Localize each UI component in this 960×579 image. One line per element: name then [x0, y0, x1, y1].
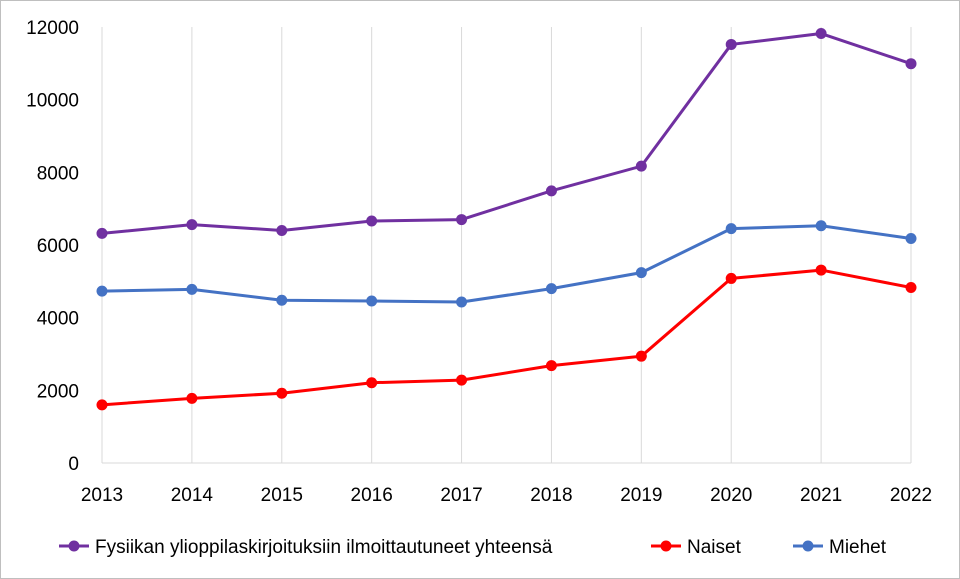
data-point — [456, 374, 468, 386]
data-point — [186, 219, 198, 231]
legend-label: Fysiikan ylioppilaskirjoituksiin ilmoitt… — [95, 537, 553, 558]
series-lines — [96, 28, 917, 411]
x-tick-label: 2013 — [81, 485, 123, 506]
data-point — [366, 215, 378, 227]
data-point — [905, 58, 917, 70]
y-tick-label: 12000 — [26, 18, 79, 39]
data-point — [276, 387, 288, 399]
series-line — [101, 32, 912, 235]
data-point — [545, 185, 557, 197]
legend-entry: Naiset — [651, 537, 742, 558]
x-tick-label: 2017 — [440, 485, 482, 506]
data-point — [456, 296, 468, 308]
y-tick-label: 10000 — [26, 91, 79, 112]
data-point — [545, 283, 557, 295]
legend-swatch-marker — [68, 540, 80, 552]
data-point — [815, 28, 827, 40]
data-point — [96, 227, 108, 239]
data-point — [366, 377, 378, 389]
series-1 — [96, 264, 917, 411]
data-point — [276, 224, 288, 236]
x-tick-label: 2020 — [710, 485, 752, 506]
data-point — [186, 283, 198, 295]
legend-entry: Miehet — [793, 537, 887, 558]
data-point — [815, 220, 827, 232]
x-tick-label: 2018 — [530, 485, 572, 506]
x-tick-label: 2014 — [171, 485, 214, 506]
data-point — [725, 38, 737, 50]
legend-label: Naiset — [687, 537, 742, 558]
y-axis: 0 2000 4000 6000 8000 10000 12000 — [26, 18, 79, 475]
data-point — [815, 264, 827, 276]
x-axis: 2013 2014 2015 2016 2017 2018 2019 2020 2021 2022 — [81, 485, 932, 506]
series-2 — [96, 220, 917, 308]
data-point — [635, 160, 647, 172]
data-point — [635, 350, 647, 362]
series-line — [101, 224, 912, 304]
data-point — [96, 285, 108, 297]
y-tick-label: 4000 — [37, 309, 79, 330]
series-line — [101, 268, 912, 407]
data-point — [456, 214, 468, 226]
data-point — [725, 223, 737, 235]
y-tick-label: 8000 — [37, 163, 79, 184]
data-point — [366, 295, 378, 307]
legend-entry: Fysiikan ylioppilaskirjoituksiin ilmoitt… — [59, 537, 553, 558]
x-tick-label: 2022 — [890, 485, 932, 506]
series-0 — [96, 28, 917, 239]
data-point — [725, 272, 737, 284]
gridlines — [101, 27, 912, 464]
legend-label: Miehet — [829, 537, 887, 558]
legend-swatch-marker — [802, 540, 814, 552]
y-tick-label: 6000 — [37, 236, 79, 257]
legend-swatch-marker — [660, 540, 672, 552]
x-tick-label: 2016 — [351, 485, 393, 506]
data-point — [905, 232, 917, 244]
legend: Fysiikan ylioppilaskirjoituksiin ilmoitt… — [59, 537, 887, 558]
x-tick-label: 2019 — [620, 485, 662, 506]
y-tick-label: 0 — [68, 454, 79, 475]
data-point — [276, 294, 288, 306]
data-point — [905, 282, 917, 294]
data-point — [186, 392, 198, 404]
x-tick-label: 2021 — [800, 485, 842, 506]
data-point — [545, 360, 557, 372]
data-point — [96, 399, 108, 411]
y-tick-label: 2000 — [37, 381, 79, 402]
x-tick-label: 2015 — [261, 485, 303, 506]
data-point — [635, 267, 647, 279]
